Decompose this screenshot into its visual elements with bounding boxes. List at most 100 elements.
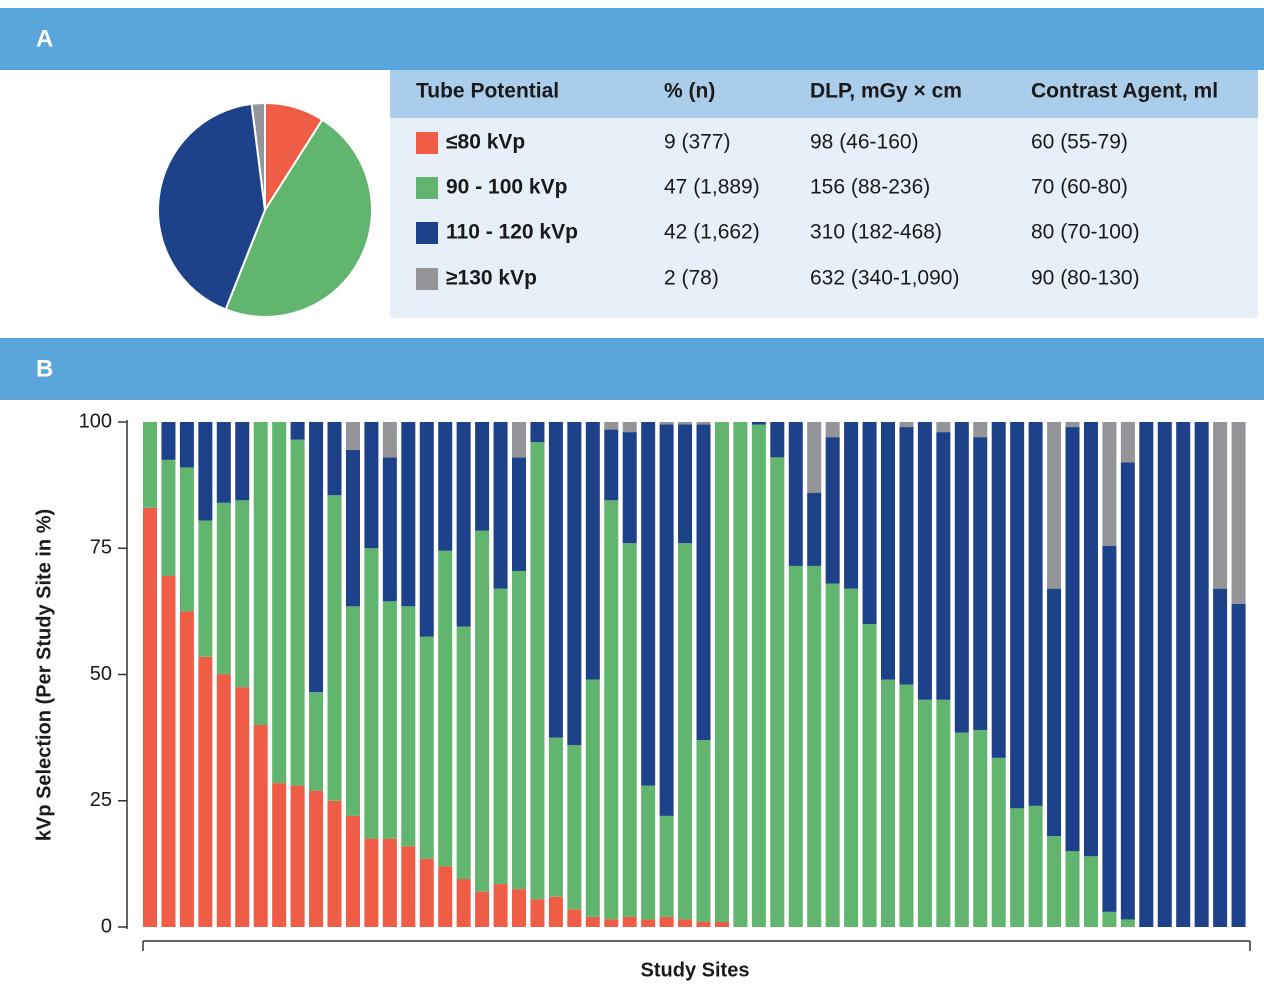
table-header-cell: Contrast Agent, ml bbox=[1031, 80, 1218, 103]
bar-segment bbox=[235, 422, 250, 501]
panel-b-header bbox=[0, 338, 1264, 400]
bar-segment bbox=[733, 422, 748, 927]
bar-segment bbox=[973, 730, 988, 927]
bar-segment bbox=[604, 500, 619, 920]
bar-segment bbox=[844, 422, 859, 589]
bar-segment bbox=[881, 422, 896, 680]
bar-segment bbox=[936, 422, 951, 433]
y-tick-label: 100 bbox=[79, 410, 112, 432]
table-cell: 70 (60-80) bbox=[1031, 176, 1128, 199]
table-cell: 80 (70-100) bbox=[1031, 221, 1140, 244]
bar-segment bbox=[567, 909, 582, 927]
bar-segment bbox=[253, 725, 268, 927]
y-tick-label: 0 bbox=[101, 915, 112, 937]
bar-segment bbox=[401, 606, 416, 847]
bar-segment bbox=[622, 916, 637, 927]
bar-segment bbox=[456, 422, 471, 627]
bar-segment bbox=[253, 422, 268, 725]
bar-segment bbox=[309, 422, 324, 693]
bar-segment bbox=[825, 583, 840, 927]
table-header-cell: DLP, mGy × cm bbox=[810, 80, 962, 103]
bar-segment bbox=[696, 424, 711, 741]
bar-segment bbox=[1010, 422, 1025, 809]
bar-segment bbox=[678, 543, 693, 920]
table-row-label: 110 - 120 kVp bbox=[446, 221, 578, 244]
bar-segment bbox=[235, 500, 250, 688]
bar-segment bbox=[401, 846, 416, 927]
bar-segment bbox=[659, 422, 674, 425]
table-header-cell: % (n) bbox=[664, 80, 715, 103]
bar-segment bbox=[419, 422, 434, 637]
bar-segment bbox=[493, 588, 508, 885]
bar-segment bbox=[216, 502, 231, 675]
bar-segment bbox=[345, 422, 360, 450]
bar-segment bbox=[585, 916, 600, 927]
bar-segment bbox=[844, 588, 859, 927]
bar-segment bbox=[530, 422, 545, 443]
bar-segment bbox=[641, 785, 656, 920]
bar-segment bbox=[1065, 851, 1080, 927]
bar-segment bbox=[198, 422, 213, 521]
y-tick-label: 50 bbox=[90, 663, 112, 685]
bar-segment bbox=[936, 432, 951, 700]
bar-segment bbox=[622, 422, 637, 433]
bar-segment bbox=[161, 576, 176, 927]
bar-segment bbox=[714, 921, 729, 927]
bar-segment bbox=[770, 457, 785, 927]
bar-segment bbox=[807, 422, 822, 493]
bar-segment bbox=[954, 732, 969, 927]
bar-segment bbox=[696, 740, 711, 922]
bar-segment bbox=[1102, 911, 1117, 927]
bar-segment bbox=[622, 543, 637, 917]
bar-segment bbox=[512, 422, 527, 458]
bar-segment bbox=[493, 422, 508, 589]
bar-segment bbox=[604, 919, 619, 927]
bar-segment bbox=[917, 699, 932, 927]
bar-segment bbox=[143, 507, 158, 927]
bar-segment bbox=[438, 550, 453, 867]
bar-segment bbox=[456, 879, 471, 927]
bar-segment bbox=[1120, 422, 1135, 463]
table-row-label: ≤80 kVp bbox=[446, 131, 525, 154]
table-cell: 90 (80-130) bbox=[1031, 267, 1140, 290]
bar-segment bbox=[216, 422, 231, 503]
table-cell: 9 (377) bbox=[664, 131, 731, 154]
bar-segment bbox=[862, 624, 877, 927]
bar-segment bbox=[899, 427, 914, 685]
bar-segment bbox=[419, 858, 434, 927]
table-header-cell: Tube Potential bbox=[416, 80, 559, 103]
y-axis-title: kVp Selection (Per Study Site in %) bbox=[33, 509, 55, 841]
bar-segment bbox=[825, 422, 840, 438]
bar-segment bbox=[290, 422, 305, 440]
bar-segment bbox=[567, 745, 582, 910]
bar-segment bbox=[1157, 422, 1172, 927]
bar-segment bbox=[235, 687, 250, 927]
bar-segment bbox=[1047, 422, 1062, 589]
table-header-bg bbox=[390, 70, 1258, 118]
bar-segment bbox=[1010, 808, 1025, 927]
table-cell: 2 (78) bbox=[664, 267, 719, 290]
table-body-bg bbox=[390, 118, 1258, 318]
bar-segment bbox=[1120, 462, 1135, 920]
bar-segment bbox=[622, 432, 637, 544]
table-cell: 156 (88-236) bbox=[810, 176, 930, 199]
bar-segment bbox=[991, 757, 1006, 927]
bar-segment bbox=[475, 891, 490, 927]
table-cell: 47 (1,889) bbox=[664, 176, 760, 199]
table-row-label: 90 - 100 kVp bbox=[446, 176, 567, 199]
bar-segment bbox=[1028, 805, 1043, 927]
bar-segment bbox=[770, 422, 785, 458]
bar-segment bbox=[788, 422, 803, 566]
bar-segment bbox=[493, 884, 508, 927]
bar-segment bbox=[1102, 422, 1117, 546]
bar-segment bbox=[604, 422, 619, 430]
bar-segment bbox=[382, 601, 397, 839]
x-axis-title: Study Sites bbox=[641, 959, 750, 981]
bar-segment bbox=[659, 424, 674, 816]
bar-segment bbox=[345, 815, 360, 927]
bar-segment bbox=[512, 457, 527, 571]
bar-segment bbox=[1065, 422, 1080, 428]
bar-segment bbox=[807, 565, 822, 927]
bar-segment bbox=[1083, 856, 1098, 927]
bar-segment bbox=[1102, 545, 1117, 912]
